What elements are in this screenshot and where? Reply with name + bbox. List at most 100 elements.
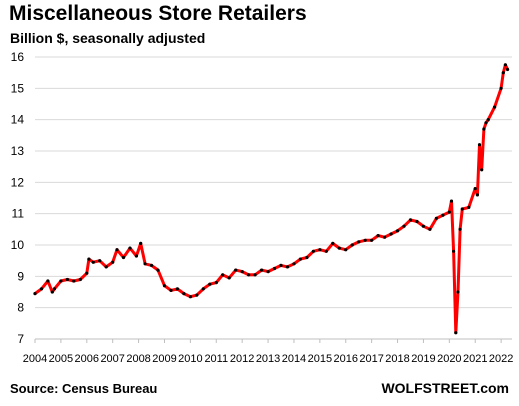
x-tick-label: 2008 [126, 353, 150, 365]
data-point [441, 213, 445, 217]
data-point [480, 168, 484, 172]
x-tick-label: 2021 [463, 353, 487, 365]
data-point [39, 287, 44, 291]
data-point [395, 229, 400, 233]
data-point [182, 292, 186, 296]
y-tick-label: 13 [11, 144, 25, 158]
data-point [111, 260, 115, 264]
data-point [477, 143, 482, 147]
y-tick-label: 10 [11, 238, 25, 252]
data-point [98, 259, 102, 263]
data-point [484, 121, 488, 125]
data-point [486, 118, 490, 122]
data-point [370, 238, 374, 242]
data-point [421, 224, 425, 228]
data-point [501, 71, 505, 75]
data-point [452, 249, 456, 253]
data-point [175, 287, 179, 291]
x-tick-label: 2004 [23, 353, 47, 365]
data-point [227, 276, 231, 280]
x-axis-ticks: 2004 2005 2006 2007 2008 2009 2010 2011 2012 2013… [23, 339, 513, 365]
data-point [139, 241, 143, 245]
data-point [428, 227, 432, 231]
data-point [331, 241, 335, 245]
data-point [449, 199, 454, 203]
data-point [460, 207, 464, 211]
x-tick-label: 2019 [411, 353, 435, 365]
data-point [104, 265, 108, 269]
y-tick-label: 12 [11, 175, 25, 189]
data-point [72, 279, 76, 283]
data-point [169, 288, 173, 292]
data-point [292, 262, 296, 266]
data-point [272, 266, 277, 271]
x-tick-label: 2009 [152, 353, 176, 365]
y-tick-label: 9 [17, 269, 24, 283]
data-point [298, 257, 302, 261]
data-point [234, 268, 238, 272]
data-point [134, 254, 138, 258]
x-tick-label: 2013 [256, 353, 280, 365]
data-point [78, 277, 82, 282]
watermark: WOLFSTREET.com [381, 380, 509, 396]
y-tick-label: 7 [17, 332, 24, 346]
x-tick-label: 2006 [75, 353, 99, 365]
data-point [305, 255, 309, 260]
data-point [383, 235, 387, 239]
data-point [188, 295, 192, 299]
data-point [447, 210, 451, 214]
data-point [357, 240, 361, 244]
x-tick-label: 2020 [437, 353, 461, 365]
x-tick-label: 2007 [100, 353, 124, 365]
data-point [87, 257, 91, 261]
data-point [121, 255, 126, 260]
data-point [350, 243, 354, 247]
data-point [389, 232, 393, 236]
chart-subtitle: Billion $, seasonally adjusted [10, 30, 206, 46]
data-point [482, 127, 486, 131]
data-point [240, 270, 244, 274]
source-note: Source: Census Bureau [10, 381, 158, 396]
x-tick-label: 2005 [49, 353, 73, 365]
data-point [503, 63, 507, 67]
data-point [260, 268, 264, 272]
x-tick-label: 2014 [282, 353, 306, 365]
data-point [456, 290, 460, 294]
data-point [473, 187, 477, 191]
data-point [253, 273, 257, 277]
data-point [33, 292, 37, 296]
data-point [128, 246, 132, 250]
data-point [65, 277, 69, 282]
y-tick-label: 16 [11, 50, 25, 64]
data-point [201, 287, 205, 291]
x-tick-label: 2017 [359, 353, 383, 365]
data-point [50, 290, 54, 294]
data-point [162, 284, 167, 288]
data-point [337, 246, 341, 250]
data-point [156, 268, 160, 272]
data-point [363, 238, 367, 242]
data-point [285, 265, 290, 269]
data-point [402, 224, 406, 228]
data-point [91, 260, 95, 264]
y-tick-label: 11 [12, 207, 25, 221]
x-tick-label: 2011 [204, 353, 228, 365]
data-point [475, 193, 479, 197]
data-point [266, 270, 270, 274]
data-point [506, 67, 510, 72]
data-point [458, 227, 462, 231]
x-tick-label: 2015 [308, 353, 332, 365]
data-point [415, 219, 419, 224]
data-point [311, 249, 315, 253]
data-point [46, 279, 50, 283]
data-point [454, 331, 458, 335]
data-point [279, 263, 283, 267]
x-tick-label: 2016 [334, 353, 358, 365]
data-point [434, 216, 438, 220]
data-point [318, 248, 322, 252]
data-point [221, 273, 225, 277]
chart-title: Miscellaneous Store Retailers [9, 2, 307, 25]
data-point [52, 287, 57, 291]
data-point [149, 263, 154, 267]
